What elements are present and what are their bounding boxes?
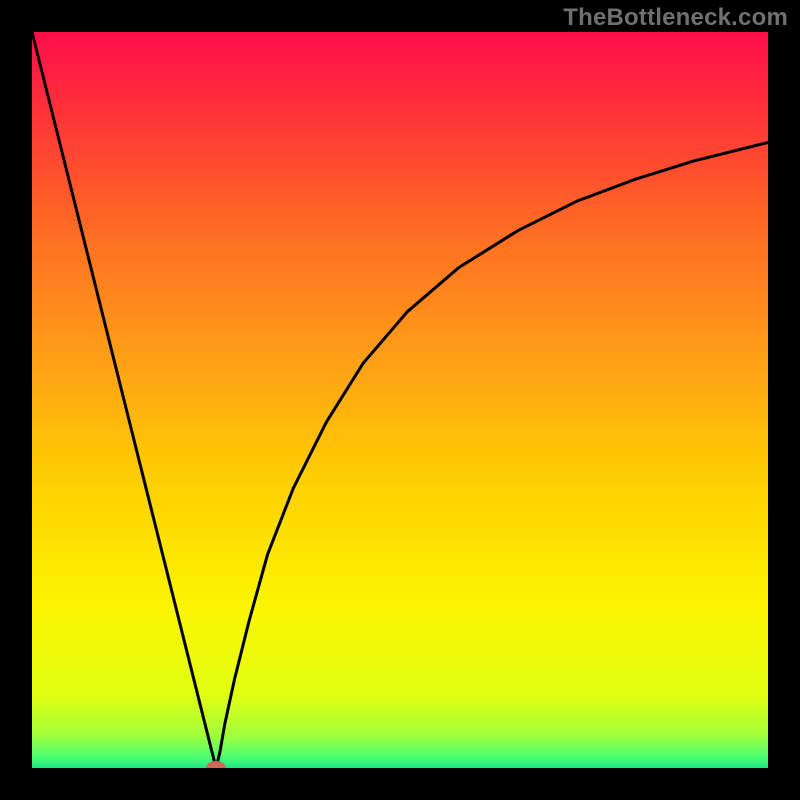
plot-area [32, 32, 768, 768]
watermark-text: TheBottleneck.com [563, 4, 788, 32]
gradient-background [32, 32, 768, 768]
figure: TheBottleneck.com [0, 0, 800, 800]
plot-svg [32, 32, 768, 768]
